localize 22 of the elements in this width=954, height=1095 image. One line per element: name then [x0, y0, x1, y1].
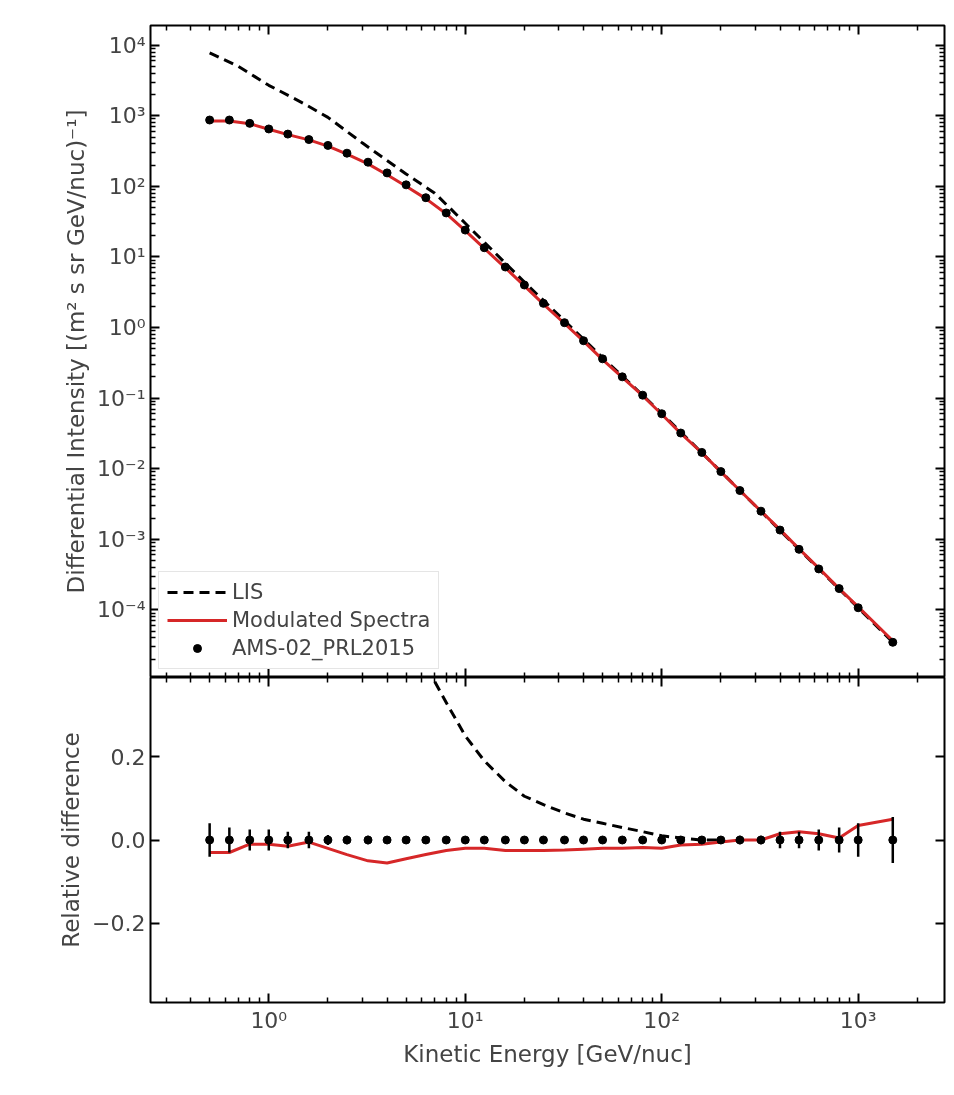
- x-tick-label: 10⁰: [250, 1007, 288, 1033]
- x-axis-title: Kinetic Energy [GeV/nuc]: [403, 1040, 692, 1067]
- y-tick-label: 10⁻²: [97, 456, 146, 482]
- y-tick-label: 10¹: [108, 244, 146, 270]
- y-tick-label: −0.2: [92, 911, 146, 937]
- y-tick-label: 0.0: [110, 828, 146, 853]
- y-tick-label: 10²: [108, 173, 146, 199]
- y-tick-label: 10⁰: [108, 315, 146, 341]
- x-tick-label: 10¹: [446, 1007, 484, 1033]
- y-tick-label: 10⁴: [108, 32, 146, 58]
- y-tick-label: 10⁻³: [97, 526, 146, 552]
- y-tick-label: 10⁻⁴: [97, 597, 146, 623]
- y-axis-title: Differential Intensity [(m² s sr GeV/nuc)⁻¹]: [63, 109, 90, 594]
- y-tick-label: 0.2: [110, 744, 146, 770]
- y-axis-title: Relative difference: [58, 732, 85, 948]
- x-tick-label: 10²: [643, 1007, 681, 1033]
- legend-label: LIS: [232, 580, 264, 604]
- y-tick-label: 10⁻¹: [97, 385, 146, 411]
- legend-label: AMS-02_PRL2015: [232, 636, 416, 660]
- x-tick-label: 10³: [839, 1007, 877, 1033]
- legend-label: Modulated Spectra: [232, 608, 431, 632]
- y-tick-label: 10³: [108, 103, 146, 129]
